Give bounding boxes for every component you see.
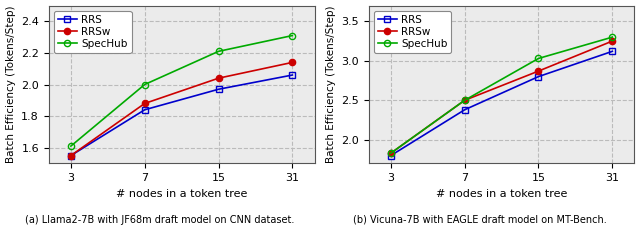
Y-axis label: Batch Efficiency (Tokens/Step): Batch Efficiency (Tokens/Step) [6, 6, 15, 163]
RRSw [67, 154, 75, 157]
RRS [534, 75, 542, 78]
X-axis label: # nodes in a token tree: # nodes in a token tree [436, 189, 567, 199]
RRS [387, 154, 395, 157]
X-axis label: # nodes in a token tree: # nodes in a token tree [116, 189, 247, 199]
SpecHub [534, 57, 542, 60]
RRS [141, 109, 148, 111]
RRSw [289, 61, 296, 64]
RRS [609, 50, 616, 53]
RRS [289, 74, 296, 76]
RRSw [141, 102, 148, 105]
Line: SpecHub: SpecHub [388, 34, 616, 156]
Legend: RRS, RRSw, SpecHub: RRS, RRSw, SpecHub [54, 11, 132, 53]
Legend: RRS, RRSw, SpecHub: RRS, RRSw, SpecHub [374, 11, 451, 53]
SpecHub [387, 152, 395, 155]
SpecHub [214, 50, 222, 53]
RRS [214, 88, 222, 91]
Text: (b) Vicuna-7B with EAGLE draft model on MT-Bench.: (b) Vicuna-7B with EAGLE draft model on … [353, 215, 607, 225]
SpecHub [609, 36, 616, 39]
SpecHub [461, 99, 468, 102]
Y-axis label: Batch Efficiency (Tokens/Step): Batch Efficiency (Tokens/Step) [326, 6, 335, 163]
RRSw [387, 152, 395, 155]
Text: (a) Llama2-7B with JF68m draft model on CNN dataset.: (a) Llama2-7B with JF68m draft model on … [26, 215, 294, 225]
Line: SpecHub: SpecHub [68, 32, 296, 149]
RRSw [461, 99, 468, 102]
SpecHub [141, 83, 148, 86]
RRSw [609, 40, 616, 42]
RRS [67, 154, 75, 157]
Line: RRS: RRS [388, 48, 616, 159]
Line: RRSw: RRSw [68, 59, 296, 159]
SpecHub [289, 34, 296, 37]
SpecHub [67, 145, 75, 148]
RRSw [214, 77, 222, 79]
Line: RRS: RRS [68, 72, 296, 159]
RRSw [534, 70, 542, 72]
Line: RRSw: RRSw [388, 38, 616, 156]
RRS [461, 109, 468, 111]
